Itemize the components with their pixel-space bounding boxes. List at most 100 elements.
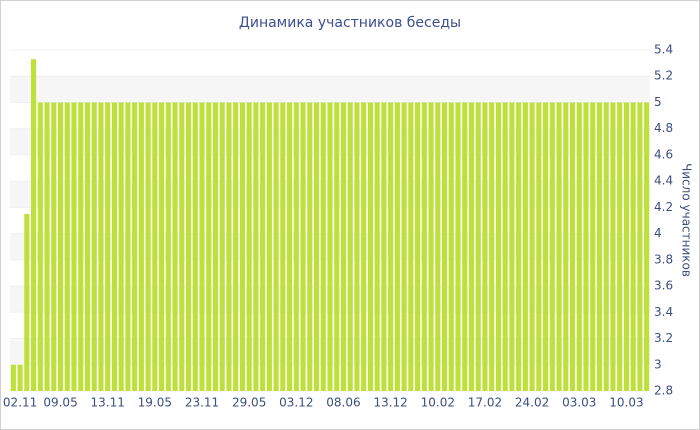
bar	[185, 102, 192, 391]
bar	[361, 102, 367, 391]
bar	[10, 364, 16, 391]
bar	[132, 102, 138, 391]
x-tick-label: 08.06	[326, 396, 360, 410]
bar	[17, 364, 23, 391]
bar	[489, 102, 495, 391]
bar	[388, 102, 394, 391]
y-tick-label: 4.8	[654, 121, 673, 135]
bar	[118, 102, 124, 391]
bar	[64, 102, 70, 391]
bar	[307, 102, 313, 391]
x-tick-label: 29.05	[232, 396, 266, 410]
y-tick-label: 3.6	[654, 279, 673, 293]
bar	[583, 102, 589, 391]
bar	[266, 102, 272, 391]
bar	[596, 102, 603, 391]
x-tick-label: 13.12	[373, 396, 407, 410]
bar	[529, 102, 535, 391]
y-tick-label: 4.2	[654, 200, 673, 214]
bar	[347, 102, 353, 391]
bar	[172, 102, 178, 391]
bar	[239, 102, 245, 391]
bar	[246, 102, 252, 391]
bar	[51, 102, 57, 391]
bar	[569, 102, 576, 391]
bar	[219, 102, 225, 391]
y-tick-label: 5.4	[654, 43, 673, 57]
x-tick-label: 03.12	[279, 396, 313, 410]
y-tick-label: 3.2	[654, 331, 673, 345]
bar	[98, 102, 104, 391]
y-tick-label: 3.4	[654, 305, 673, 319]
bar	[543, 102, 549, 391]
bar	[192, 102, 198, 391]
bar	[536, 102, 542, 391]
x-tick-label: 17.02	[468, 396, 502, 410]
bar	[91, 102, 97, 391]
bar	[84, 102, 91, 391]
bar	[623, 102, 629, 391]
bar	[401, 102, 407, 391]
bar	[468, 102, 475, 391]
y-tick-label: 3.8	[654, 252, 673, 266]
y-axis-label: Число участников	[680, 163, 694, 277]
bar	[381, 102, 387, 391]
bar	[253, 102, 259, 391]
bar	[273, 102, 279, 391]
bar	[617, 102, 623, 391]
bar	[313, 102, 320, 391]
y-tick-label: 3	[654, 357, 662, 371]
x-tick-label: 10.02	[421, 396, 455, 410]
bar	[293, 102, 299, 391]
bar	[165, 102, 171, 391]
bar	[509, 102, 515, 391]
bar	[37, 102, 43, 391]
y-tick-label: 5.2	[654, 69, 673, 83]
bar	[57, 102, 64, 391]
x-tick-label: 09.05	[43, 396, 77, 410]
bar	[462, 102, 468, 391]
y-tick-label: 2.8	[654, 384, 673, 398]
bar	[435, 102, 441, 391]
bar	[556, 102, 562, 391]
bar	[125, 102, 131, 391]
bar	[78, 102, 84, 391]
bar	[516, 102, 522, 391]
x-tick-label: 03.03	[562, 396, 596, 410]
y-tick-label: 4.4	[654, 174, 673, 188]
bar	[394, 102, 400, 391]
bar	[415, 102, 421, 391]
bar	[441, 102, 448, 391]
bar	[482, 102, 488, 391]
bar	[374, 102, 380, 391]
x-tick-label: 24.02	[515, 396, 549, 410]
x-tick-label: 23.11	[185, 396, 219, 410]
bar	[280, 102, 286, 391]
bar	[300, 102, 306, 391]
bar	[455, 102, 461, 391]
bar	[179, 102, 185, 391]
bar	[24, 213, 30, 391]
x-tick-label: 10.03	[609, 396, 643, 410]
x-tick-label: 13.11	[91, 396, 125, 410]
y-tick-label: 4.6	[654, 147, 673, 161]
bar	[111, 102, 117, 391]
x-tick-label: 19.05	[138, 396, 172, 410]
grid-band	[10, 76, 650, 103]
bar	[105, 102, 111, 391]
chart-title: Динамика участников беседы	[239, 15, 461, 31]
bar	[448, 102, 454, 391]
bar	[367, 102, 373, 391]
bar	[71, 102, 77, 391]
bar	[233, 102, 239, 391]
bar	[428, 102, 434, 391]
bar	[226, 102, 232, 391]
bar	[31, 59, 37, 391]
bar	[212, 102, 219, 391]
x-tick-label: 02.11	[3, 396, 37, 410]
bar	[320, 102, 326, 391]
bar	[475, 102, 481, 391]
y-tick-label: 4	[654, 226, 662, 240]
bar	[421, 102, 427, 391]
